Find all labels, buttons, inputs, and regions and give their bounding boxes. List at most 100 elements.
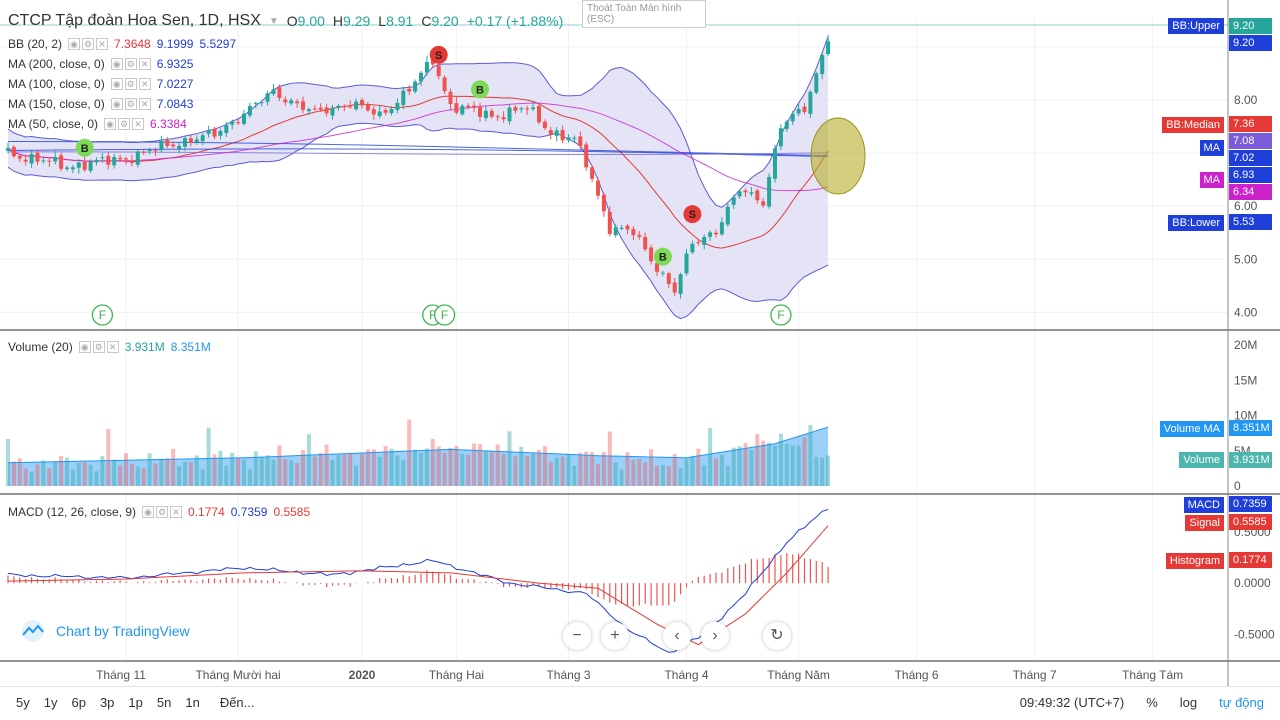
range-5d[interactable]: 5n (156, 695, 172, 710)
ohlc-values: O9.00 H9.29 L8.91 C9.20 (287, 13, 459, 29)
event-marker[interactable] (770, 304, 792, 326)
gear-icon[interactable]: ⚙ (92, 341, 105, 353)
reset-chart-button[interactable]: ↻ (763, 622, 791, 650)
eye-icon[interactable]: ◉ (110, 98, 123, 110)
sell-marker[interactable] (429, 45, 448, 64)
ohlc-o: O9.00 (286, 13, 325, 29)
gear-icon[interactable]: ⚙ (118, 118, 131, 130)
goto-date-button[interactable]: Đến... (219, 695, 255, 710)
close-icon[interactable]: ✕ (96, 38, 109, 50)
candle-body (383, 109, 388, 113)
candle-body (607, 211, 612, 234)
indicator-legend-4[interactable]: MA (50, close, 0) ◉ ⚙ ✕ 6.3384 (8, 117, 187, 131)
event-label: F (429, 308, 436, 322)
scroll-right-button[interactable]: › (701, 622, 729, 650)
auto-scale-toggle[interactable]: tự động (1219, 695, 1264, 710)
range-1m[interactable]: 1p (128, 695, 143, 710)
volume-bar (23, 468, 28, 486)
chevron-down-icon[interactable]: ▼ (268, 15, 279, 27)
buy-marker[interactable] (75, 138, 94, 157)
gear-icon[interactable]: ⚙ (124, 98, 137, 110)
macd-tag: MACD (1183, 497, 1224, 513)
buy-marker[interactable] (653, 247, 672, 266)
tradingview-link[interactable]: Chart by TradingView (56, 623, 190, 639)
indicator-value: 0.7359 (230, 505, 268, 519)
volume-ma-tag: Volume MA (1159, 421, 1224, 437)
close-icon[interactable]: ✕ (170, 506, 183, 518)
candle-body (460, 105, 465, 115)
macd-legend[interactable]: MACD (12, 26, close, 9) ◉ ⚙ ✕ 0.1774 0.7359 0.… (8, 505, 310, 519)
volume-bar (773, 445, 777, 486)
eye-icon[interactable]: ◉ (78, 341, 91, 353)
volume-bar (230, 452, 235, 486)
close-icon[interactable]: ✕ (138, 78, 151, 90)
histogram-price-tag: 0.1774 (1229, 552, 1272, 568)
symbol-title[interactable]: CTCP Tập đoàn Hoa Sen, 1D, HSX (8, 12, 261, 29)
volume-bar (224, 465, 229, 486)
zoom-in-button[interactable]: + (601, 622, 629, 650)
tradingview-attribution[interactable]: Chart by TradingView (18, 620, 190, 642)
close-icon[interactable]: ✕ (138, 98, 151, 110)
volume-bar (424, 448, 429, 486)
buy-marker[interactable] (471, 80, 489, 99)
candle-body (548, 130, 553, 135)
log-toggle[interactable]: log (1179, 695, 1198, 710)
event-marker[interactable] (91, 304, 114, 326)
volume-bar (277, 445, 282, 486)
candle-body (796, 108, 801, 114)
volume-ma-line (7, 426, 829, 464)
zoom-out-button[interactable]: − (563, 622, 591, 650)
eye-icon[interactable]: ◉ (142, 506, 155, 518)
eye-icon[interactable]: ◉ (110, 78, 123, 90)
time-tick-label: Tháng Tám (1122, 668, 1183, 682)
volume-bar (761, 440, 766, 486)
volume-bar (59, 456, 64, 486)
eye-icon[interactable]: ◉ (68, 38, 81, 50)
indicator-label: BB (20, 2) (8, 37, 63, 51)
candle-body (377, 111, 382, 116)
close-icon[interactable]: ✕ (106, 341, 119, 353)
range-5y[interactable]: 5y (16, 695, 30, 710)
eye-icon[interactable]: ◉ (110, 58, 123, 70)
range-3m[interactable]: 3p (99, 695, 115, 710)
gear-icon[interactable]: ⚙ (82, 38, 95, 50)
volume-legend[interactable]: Volume (20) ◉ ⚙ ✕ 3.931M 8.351M (8, 340, 211, 354)
eye-icon[interactable]: ◉ (104, 118, 117, 130)
gear-icon[interactable]: ⚙ (124, 58, 137, 70)
clock[interactable]: 09:49:32 (UTC+7) (1019, 695, 1125, 710)
volume-bar (194, 455, 199, 486)
volume-bar (360, 453, 364, 486)
indicator-legend-2[interactable]: MA (100, close, 0) ◉ ⚙ ✕ 7.0227 (8, 77, 193, 91)
scroll-left-button[interactable]: ‹ (663, 622, 691, 650)
candle-body (295, 101, 300, 104)
gear-icon[interactable]: ⚙ (156, 506, 169, 518)
indicator-legend-3[interactable]: MA (150, close, 0) ◉ ⚙ ✕ 7.0843 (8, 97, 193, 111)
candle-body (389, 108, 394, 114)
volume-bar (430, 439, 435, 486)
volume-bar (188, 462, 193, 486)
volume-bar (507, 431, 512, 486)
candle-body (478, 106, 482, 117)
gear-icon[interactable]: ⚙ (124, 78, 137, 90)
candle-body (29, 153, 34, 164)
sell-marker[interactable] (683, 205, 702, 224)
close-icon[interactable]: ✕ (138, 58, 151, 70)
close-icon[interactable]: ✕ (132, 118, 145, 130)
percent-toggle[interactable]: % (1146, 695, 1158, 710)
candle-body (159, 140, 164, 151)
volume-bar (619, 469, 624, 486)
range-1d[interactable]: 1n (185, 695, 200, 710)
volume-tick-label: 0 (1234, 479, 1241, 493)
event-marker[interactable] (433, 304, 456, 326)
indicator-legend-0[interactable]: BB (20, 2) ◉ ⚙ ✕ 7.3648 9.1999 5.5297 (8, 37, 236, 51)
range-1y[interactable]: 1y (43, 695, 58, 710)
range-6m[interactable]: 6p (71, 695, 86, 710)
volume-bar (749, 449, 754, 486)
bb-fill (8, 36, 829, 319)
indicator-legend-1[interactable]: MA (200, close, 0) ◉ ⚙ ✕ 6.9325 (8, 57, 193, 71)
time-tick-label: Tháng 11 (96, 668, 146, 682)
candle-body (330, 107, 335, 116)
volume-bar (696, 448, 701, 486)
signal-tag: Signal (1185, 515, 1224, 531)
